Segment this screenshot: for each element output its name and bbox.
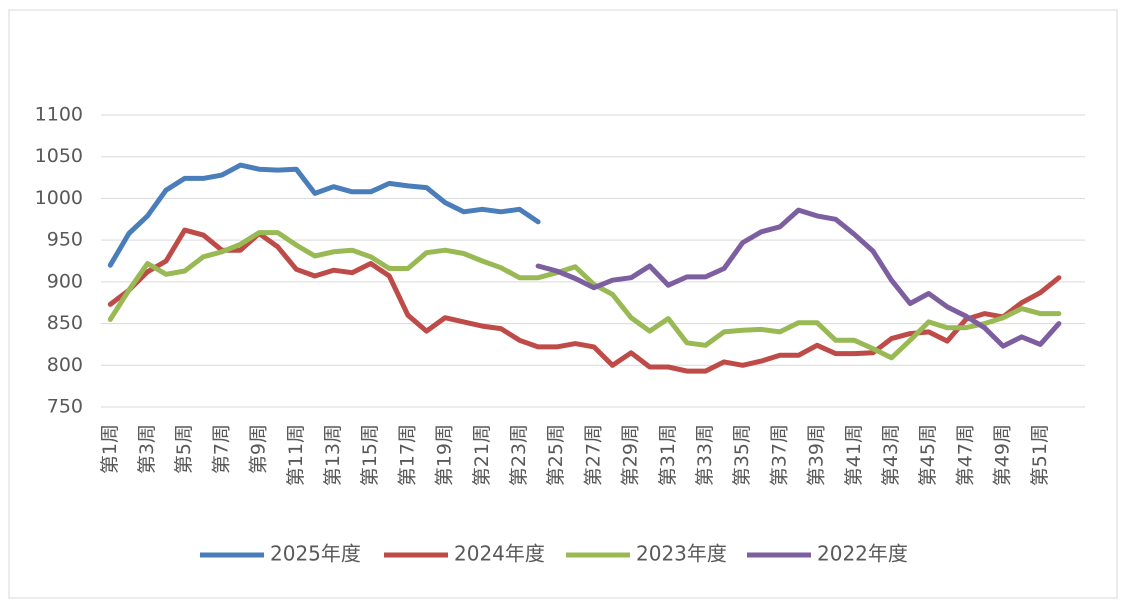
x-tick-label: 第39周: [806, 424, 828, 486]
x-tick-label: 第1周: [99, 424, 121, 474]
chart-border: [8, 9, 1118, 599]
x-tick-label: 第35周: [731, 424, 753, 486]
series-line: [107, 162, 541, 268]
x-tick-label: 第43周: [880, 424, 902, 486]
legend-label: 2025年度: [270, 542, 361, 566]
x-tick-label: 第27周: [582, 424, 604, 486]
x-tick-label: 第11周: [285, 424, 307, 486]
y-tick-label: 1050: [35, 145, 83, 167]
series-line: [107, 230, 1062, 361]
x-tick-label: 第13周: [322, 424, 344, 486]
x-tick-label: 第41周: [843, 424, 865, 486]
x-tick-label: 第25周: [545, 424, 567, 486]
legend-label: 2024年度: [454, 542, 545, 566]
x-tick-label: 第49周: [992, 424, 1014, 486]
y-tick-label: 1000: [35, 187, 83, 209]
x-tick-label: 第17周: [396, 424, 418, 486]
x-tick-label: 第3周: [136, 424, 158, 474]
x-tick-label: 第23周: [508, 424, 530, 486]
x-tick-label: 第15周: [359, 424, 381, 486]
x-tick-label: 第19周: [434, 424, 456, 486]
x-tick-label: 第29周: [620, 424, 642, 486]
legend-label: 2022年度: [817, 542, 908, 566]
x-tick-label: 第5周: [173, 424, 195, 474]
y-tick-label: 750: [47, 396, 83, 418]
x-tick-label: 第47周: [954, 424, 976, 486]
x-tick-label: 第7周: [210, 424, 232, 474]
x-tick-label: 第37周: [768, 424, 790, 486]
x-tick-label: 第51周: [1029, 424, 1051, 486]
x-tick-label: 第21周: [471, 424, 493, 486]
x-tick-label: 第31周: [657, 424, 679, 486]
y-tick-label: 900: [47, 270, 83, 292]
y-tick-label: 850: [47, 312, 83, 334]
y-tick-label: 800: [47, 354, 83, 376]
y-tick-label: 950: [47, 229, 83, 251]
x-tick-label: 第45周: [917, 424, 939, 486]
series-line: [107, 227, 1062, 374]
legend-label: 2023年度: [636, 542, 727, 566]
y-tick-label: 1100: [35, 104, 83, 126]
x-tick-label: 第9周: [248, 424, 270, 474]
series-line: [535, 207, 1062, 349]
x-tick-label: 第33周: [694, 424, 716, 486]
